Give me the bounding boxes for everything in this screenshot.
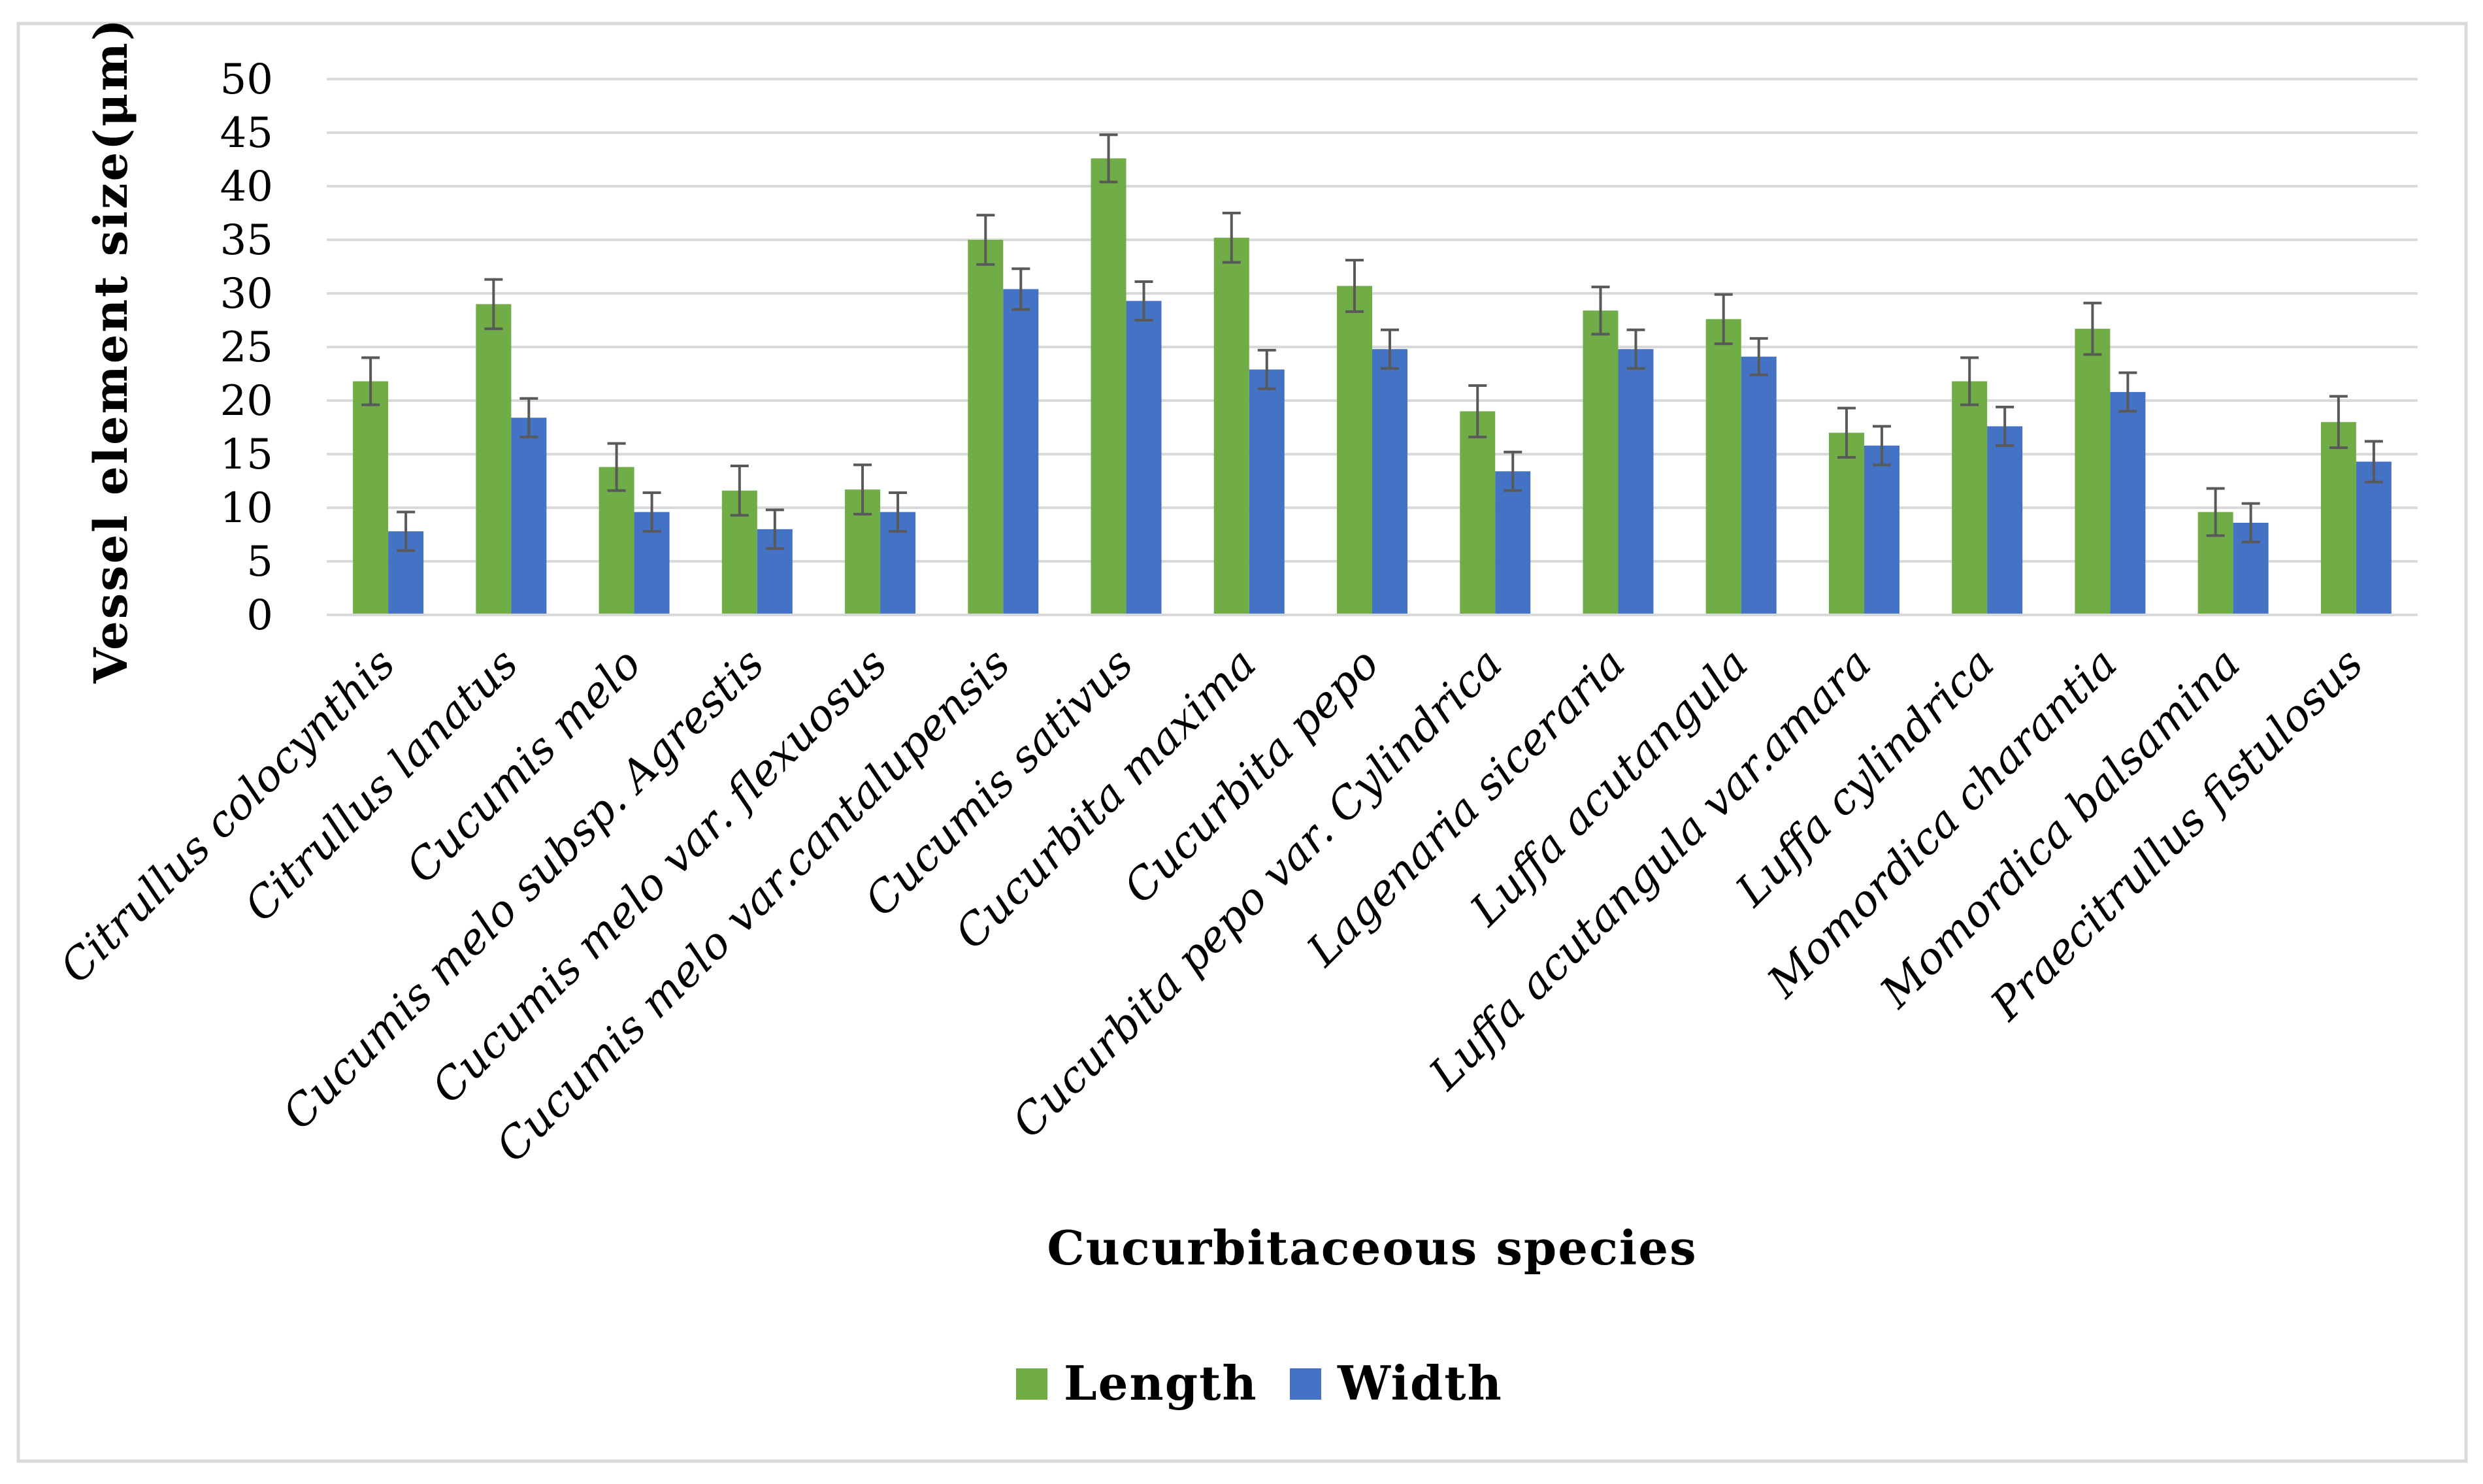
legend-swatch-width [1290,1368,1321,1400]
error-bar-width [1996,405,2014,447]
error-bar-width [2364,440,2383,484]
bar-length[interactable] [1583,310,1619,615]
bar-width[interactable] [1126,301,1162,615]
error-bar-width [889,491,908,533]
error-bar-length [361,356,380,406]
error-bar-width [2118,371,2137,413]
bar-length[interactable] [353,381,389,615]
error-bar-width [1134,280,1153,322]
y-tick-label: 10 [220,484,273,533]
bar-length[interactable] [1952,381,1988,615]
legend-label-width: Width [1337,1355,1503,1411]
legend-label-length: Length [1064,1355,1258,1411]
error-bar-length [1591,286,1610,336]
error-bar-width [1872,425,1891,467]
bar-width[interactable] [511,418,547,615]
legend-swatch-length [1016,1368,1047,1400]
error-bar-width [1257,348,1276,390]
error-bar-width [1626,328,1645,370]
error-bar-width [519,397,538,438]
bar-width[interactable] [2356,461,2392,615]
gridlines [327,78,2418,563]
y-tick-label: 50 [220,56,273,104]
error-bar-width [1504,450,1522,492]
error-bar-length [853,463,872,516]
y-tick-label: 40 [220,163,273,211]
legend-item-width[interactable]: Width [1290,1355,1503,1411]
bar-width[interactable] [1495,471,1531,615]
bar-length[interactable] [1091,158,1126,616]
error-bar-width [1011,267,1030,311]
error-bar-width [1749,337,1768,376]
error-bar-length [1468,384,1487,438]
error-bar-length [1714,293,1733,346]
bar-width[interactable] [2110,391,2146,615]
bar-width[interactable] [1372,349,1407,615]
error-bars [361,133,2383,552]
error-bar-length [1960,356,1979,406]
bar-width[interactable] [1741,356,1777,615]
bars [353,158,2392,616]
bar-length[interactable] [1828,433,1864,615]
bar-length[interactable] [968,240,1004,615]
y-tick-label: 0 [246,591,273,640]
error-bar-length [1837,406,1856,459]
error-bar-length [976,214,995,266]
error-bar-length [1099,133,1118,184]
legend: Length Width [1016,1355,1503,1411]
error-bar-length [607,442,626,492]
bar-length[interactable] [476,304,512,615]
bar-length[interactable] [1705,319,1741,615]
error-bar-width [765,508,784,550]
error-bar-length [1345,259,1364,313]
y-tick-label: 20 [220,377,273,425]
error-bar-width [397,510,416,552]
x-axis-title: Cucurbitaceous species [1047,1220,1697,1276]
y-tick-label: 25 [220,323,273,372]
bar-width[interactable] [1249,369,1285,615]
error-bar-width [1381,328,1399,370]
error-bar-width [642,491,661,533]
y-tick-label: 15 [220,431,273,479]
bar-length[interactable] [1213,237,1249,616]
y-tick-label: 5 [246,538,273,586]
y-axis-ticks: 0 5 10 15 20 25 30 35 40 45 50 [220,56,273,640]
error-bar-length [2206,487,2225,537]
bar-length[interactable] [1460,411,1496,615]
y-tick-label: 35 [220,216,273,265]
bar-width[interactable] [1987,426,2023,615]
y-tick-label: 30 [220,270,273,318]
error-bar-length [730,465,749,517]
bar-length[interactable] [2320,421,2356,615]
error-bar-width [2241,502,2260,544]
error-bar-length [2083,301,2102,356]
bar-length[interactable] [2075,329,2111,615]
error-bar-length [1222,212,1241,264]
bar-width[interactable] [1003,289,1039,615]
y-axis-title: Vessel element size(μm) [84,17,138,684]
bar-width[interactable] [1618,349,1654,615]
bar-width[interactable] [1864,445,1899,615]
legend-item-length[interactable]: Length [1016,1355,1258,1411]
y-tick-label: 45 [220,109,273,157]
bar-length[interactable] [1337,286,1372,615]
error-bar-length [2329,395,2348,450]
error-bar-length [484,278,503,331]
